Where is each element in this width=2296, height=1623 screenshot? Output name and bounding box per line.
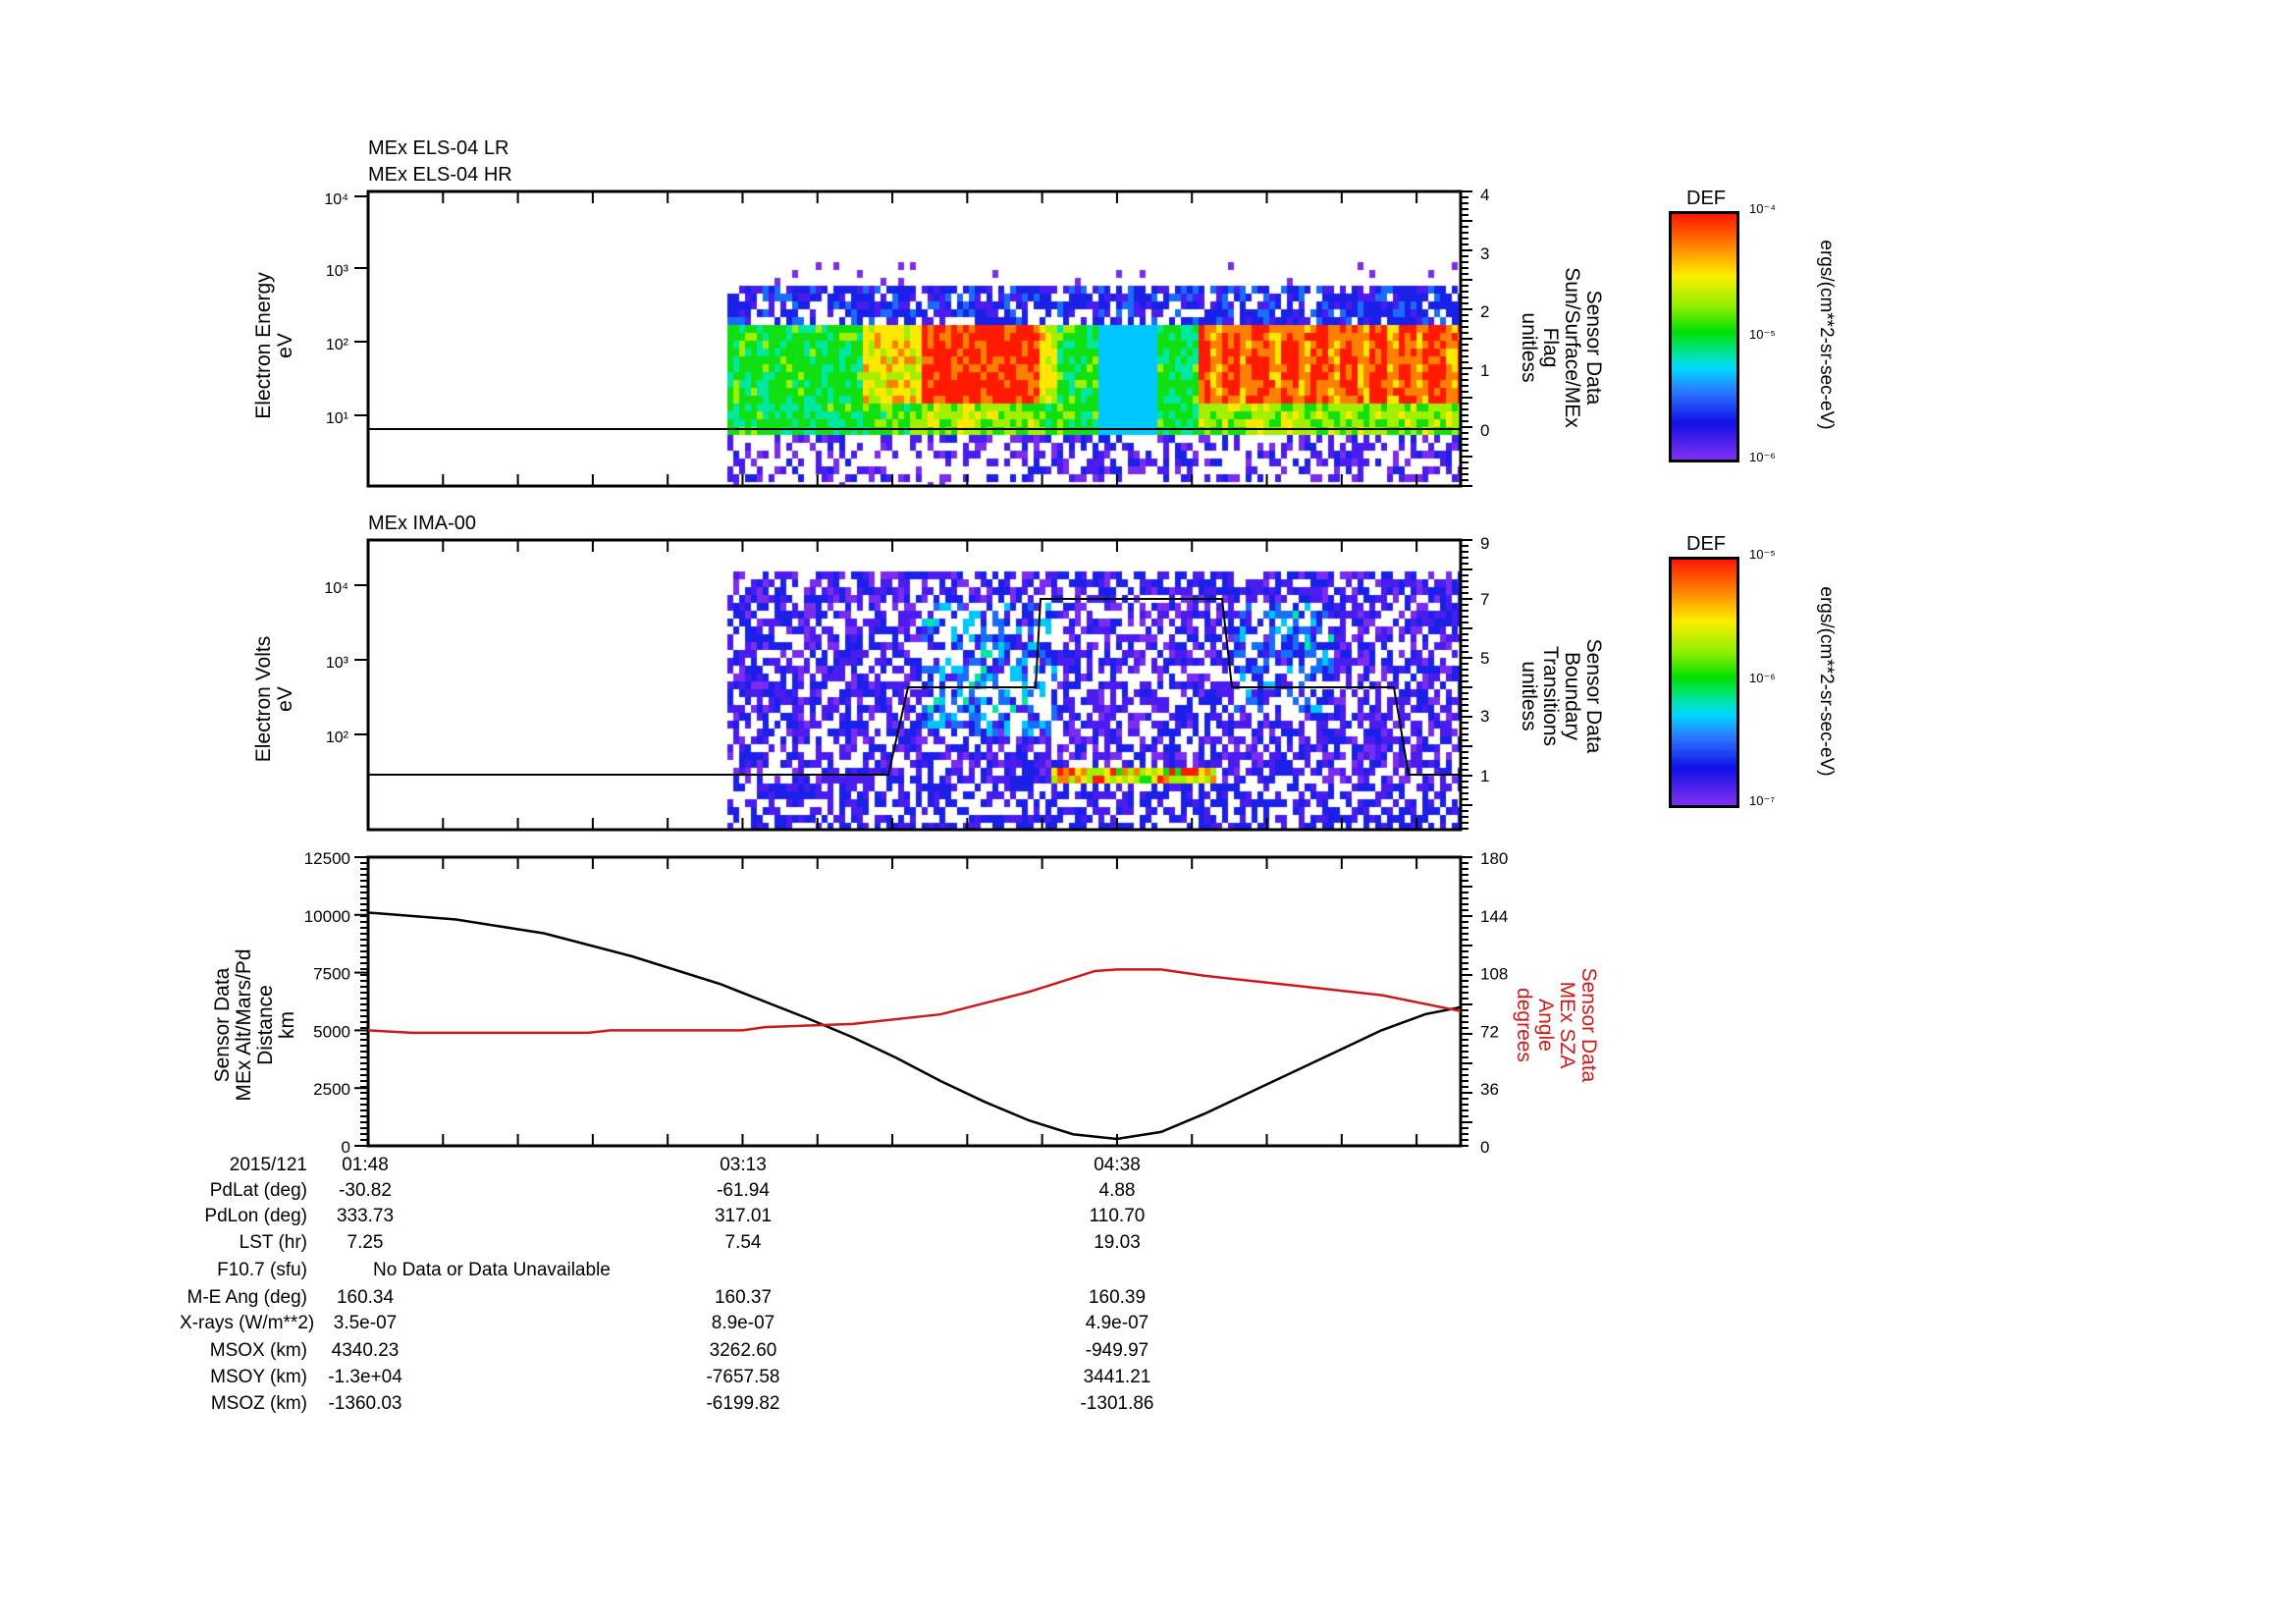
table-cell: 4340.23	[331, 1340, 400, 1361]
panel2-y2tick-label: 3	[1480, 707, 1489, 726]
table-cell: 160.37	[714, 1287, 773, 1308]
panel1-y2tick-label: 0	[1480, 421, 1489, 440]
colorbar1-tick: 10⁻⁵	[1749, 327, 1776, 342]
colorbar1	[1669, 211, 1739, 462]
panel2-spectrogram	[368, 540, 1461, 830]
colorbar1-tick: 10⁻⁴	[1749, 201, 1776, 216]
table-row-label: PdLat (deg)	[209, 1180, 307, 1201]
panel1-ytick-label: 10¹	[326, 410, 348, 427]
panel3-ytick-label: 10000	[304, 907, 350, 926]
table-cell: -61.94	[717, 1180, 770, 1201]
panel1-y2tick-label: 1	[1480, 361, 1489, 380]
table-row-label: M-E Ang (deg)	[187, 1287, 308, 1308]
panel3-y2tick-label: 108	[1480, 965, 1508, 984]
table-cell: 3.5e-07	[333, 1313, 398, 1333]
table-cell: 3441.21	[1083, 1367, 1151, 1387]
table-cell: No Data or Data Unavailable	[373, 1260, 611, 1280]
table-cell: 110.70	[1089, 1206, 1146, 1226]
panel1-y2tick-label: 2	[1480, 302, 1489, 321]
table-cell: 160.34	[336, 1287, 395, 1308]
panel1-ytick-label: 10²	[326, 337, 349, 353]
panel1-ytick-label: 10⁴	[324, 191, 348, 208]
panel2-y2tick-label: 1	[1480, 767, 1489, 785]
panel3-y2tick-label: 72	[1480, 1022, 1499, 1041]
table-cell: 03:13	[720, 1155, 767, 1175]
panel2-y2tick-label: 7	[1480, 590, 1489, 609]
panel1-y2tick-label: 4	[1480, 186, 1489, 204]
colorbar2-tick: 10⁻⁵	[1749, 547, 1776, 562]
table-row-label: 2015/121	[229, 1155, 307, 1175]
panel3-ytick-label: 7500	[313, 965, 350, 984]
table-cell: 8.9e-07	[711, 1313, 775, 1333]
table-cell: 19.03	[1094, 1232, 1141, 1253]
table-cell: -1.3e+04	[328, 1367, 402, 1387]
colorbar2-tick: 10⁻⁶	[1749, 671, 1776, 685]
table-row-label: MSOY (km)	[210, 1367, 307, 1387]
table-row-label: F10.7 (sfu)	[217, 1260, 307, 1280]
table-cell: 333.73	[336, 1206, 395, 1226]
table-row-label: MSOZ (km)	[210, 1393, 307, 1414]
panel1-title-lr: MEx ELS-04 LR	[368, 137, 509, 159]
table-cell: 4.88	[1098, 1180, 1136, 1201]
table-cell: 04:38	[1094, 1155, 1141, 1175]
panel1-y2tick-label: 3	[1480, 244, 1489, 263]
panel3-y2tick-label: 0	[1480, 1138, 1489, 1157]
table-cell: 7.25	[347, 1232, 384, 1253]
table-cell: 3262.60	[709, 1340, 777, 1361]
panel3-ytick-label: 2500	[313, 1080, 350, 1099]
table-cell: 4.9e-07	[1085, 1313, 1149, 1333]
colorbar1-title: DEF	[1686, 188, 1726, 209]
table-row-label: MSOX (km)	[209, 1340, 307, 1361]
boundary-transitions-line	[368, 598, 1461, 776]
panel2-frame	[366, 538, 1463, 832]
table-cell: -1360.03	[328, 1393, 402, 1414]
panel3-ytick-label: 12500	[304, 849, 350, 868]
panel2-ytick-label: 10³	[326, 655, 349, 672]
panel2-y2tick-label: 9	[1480, 534, 1489, 553]
colorbar1-tick: 10⁻⁶	[1749, 450, 1776, 464]
panel1-frame	[366, 189, 1463, 488]
table-cell: -7657.58	[706, 1367, 780, 1387]
table-cell: 317.01	[714, 1206, 773, 1226]
panel1-title-hr: MEx ELS-04 HR	[368, 164, 512, 186]
panel3-frame	[366, 855, 1463, 1148]
panel1-ytick-label: 10³	[326, 263, 349, 280]
panel2-ytick-label: 10²	[326, 730, 349, 746]
table-cell: -1301.86	[1080, 1393, 1154, 1414]
table-row-label: LST (hr)	[239, 1232, 307, 1253]
colorbar2-title: DEF	[1686, 533, 1726, 555]
table-cell: -30.82	[339, 1180, 392, 1201]
panel2-ytick-label: 10⁴	[324, 580, 348, 597]
table-row-label: X-rays (W/m**2)	[180, 1313, 315, 1333]
sza-line	[367, 968, 1462, 1035]
table-cell: 7.54	[724, 1232, 762, 1253]
table-row-label: PdLon (deg)	[204, 1206, 307, 1226]
panel3-y2tick-label: 144	[1480, 907, 1508, 926]
panel3-y2tick-label: 180	[1480, 849, 1508, 868]
panel2-title: MEx IMA-00	[368, 513, 477, 534]
table-cell: -949.97	[1085, 1340, 1149, 1361]
panel3-ytick-label: 0	[342, 1138, 350, 1157]
colorbar2-tick: 10⁻⁷	[1749, 793, 1776, 808]
panel2-y2tick-label: 5	[1480, 649, 1489, 668]
panel3-y2tick-label: 36	[1480, 1080, 1499, 1099]
table-cell: 160.39	[1088, 1287, 1147, 1308]
colorbar2	[1669, 557, 1739, 808]
table-cell: 01:48	[342, 1155, 389, 1175]
altitude-line	[367, 911, 1462, 1141]
table-cell: -6199.82	[706, 1393, 780, 1414]
panel3-ytick-label: 5000	[313, 1022, 350, 1041]
panel1-spectrogram	[368, 191, 1461, 486]
